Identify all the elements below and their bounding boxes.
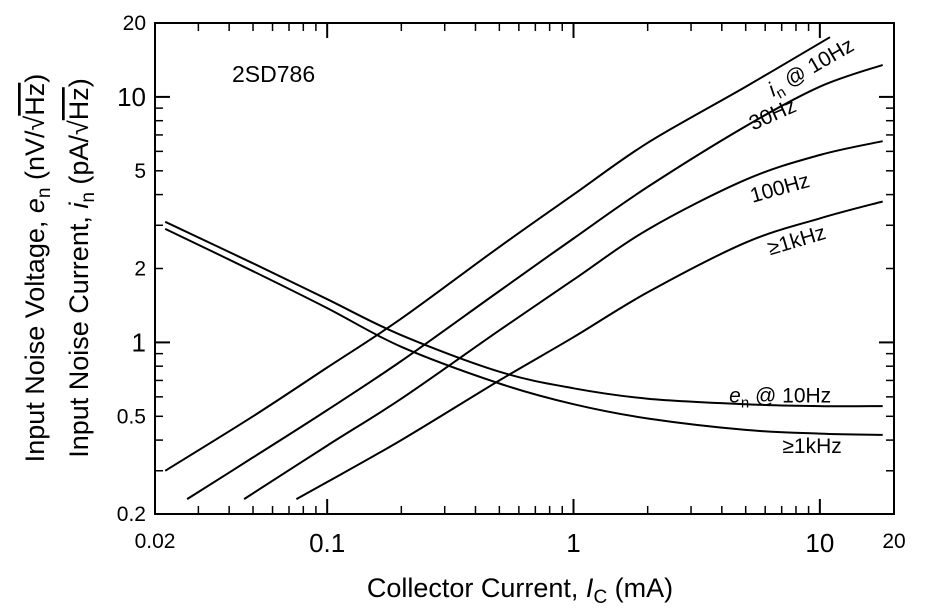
- curve-label-0: in @ 10Hz: [764, 34, 860, 105]
- curve-label-1: 30Hz: [746, 94, 800, 135]
- series-layer: [164, 36, 884, 500]
- x-tick-label: 0.1: [309, 528, 345, 558]
- series-line-2-100hz: [243, 140, 883, 500]
- curve-label-5: ≥1kHz: [782, 435, 841, 458]
- series-line-3-ge1khz: [295, 200, 883, 500]
- x-tick-label: 1: [566, 528, 580, 558]
- x-tick-label: 20: [882, 530, 905, 553]
- y-tick-label: 20: [123, 12, 146, 35]
- curve-label-4: en @ 10Hz: [729, 384, 831, 411]
- series-line-1-30hz: [186, 63, 884, 500]
- x-tick-label: 0.02: [135, 530, 176, 553]
- x-axis-title: Collector Current, IC (mA): [367, 573, 673, 608]
- y-tick-label: 0.2: [117, 503, 146, 526]
- part-number-annotation: 2SD786: [232, 61, 315, 87]
- curve-label-3: ≥1kHz: [765, 221, 828, 260]
- series-line-0-i-n-at-10hz: [164, 36, 831, 472]
- y-tick-label: 5: [134, 160, 146, 183]
- y-tick-label: 2: [134, 258, 146, 281]
- x-tick-label: 10: [805, 528, 834, 558]
- y-axis-title-voltage: Input Noise Voltage, en (nV/√Hz): [20, 74, 55, 463]
- axis-ticks: 0.02 0.1 1 10 20 0.2 0.5 1 2 5 10 20: [117, 12, 906, 558]
- y-axis-title-current: Input Noise Current, in (pA/√Hz): [64, 78, 99, 458]
- y-tick-label: 1: [132, 327, 146, 357]
- y-tick-label: 10: [117, 82, 146, 112]
- series-line-5-ge1khz: [164, 227, 883, 436]
- series-line-4-e-n-at-10hz: [164, 220, 883, 408]
- y-tick-label: 0.5: [117, 405, 146, 428]
